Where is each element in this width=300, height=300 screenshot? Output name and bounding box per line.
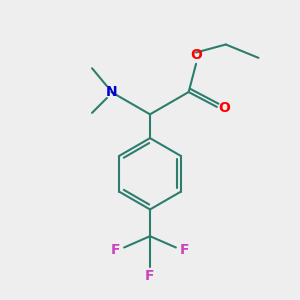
Text: F: F: [179, 243, 189, 256]
Text: O: O: [218, 101, 230, 116]
Text: F: F: [145, 269, 155, 283]
Text: F: F: [111, 243, 121, 256]
Text: N: N: [106, 85, 117, 99]
Text: O: O: [190, 49, 202, 62]
